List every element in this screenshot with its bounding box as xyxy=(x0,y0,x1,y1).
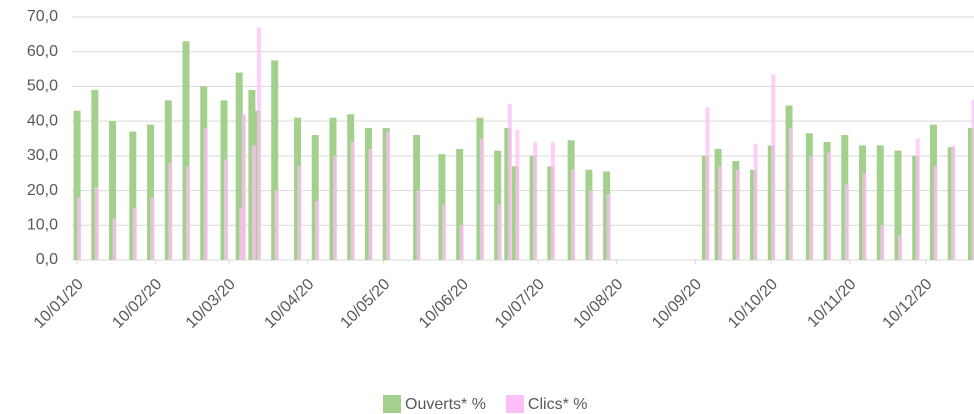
y-tick-label: 50,0 xyxy=(27,78,58,95)
bar xyxy=(515,129,520,260)
bar xyxy=(239,207,244,260)
y-tick-label: 40,0 xyxy=(27,112,58,129)
x-tick-label: 10/05/20 xyxy=(337,276,393,332)
y-tick-label: 60,0 xyxy=(27,43,58,60)
y-tick-label: 30,0 xyxy=(27,147,58,164)
bar xyxy=(459,225,464,260)
bar xyxy=(386,131,391,260)
x-tick-label: 10/08/20 xyxy=(570,276,626,332)
bar xyxy=(897,235,902,260)
bar xyxy=(718,166,723,260)
bar xyxy=(416,190,421,260)
bar xyxy=(441,204,446,260)
bar xyxy=(789,128,794,260)
bar xyxy=(951,145,956,260)
x-tick-label: 10/12/20 xyxy=(880,276,936,332)
bar xyxy=(971,100,974,260)
legend-label: Clics* % xyxy=(528,396,588,413)
bar xyxy=(497,204,502,260)
bar xyxy=(862,173,867,260)
bar xyxy=(168,162,173,260)
x-tick-label: 10/04/20 xyxy=(261,276,317,332)
bar xyxy=(753,143,758,260)
bar xyxy=(91,89,99,261)
bar xyxy=(224,159,229,260)
legend-label: Ouverts* % xyxy=(405,396,486,413)
bar xyxy=(129,131,137,260)
legend-swatch xyxy=(383,395,401,413)
y-tick-label: 70,0 xyxy=(27,8,58,25)
bar xyxy=(606,194,611,260)
bar xyxy=(186,166,191,260)
x-tick-label: 10/02/20 xyxy=(109,276,165,332)
bar xyxy=(894,150,902,260)
bar xyxy=(809,155,814,260)
bar xyxy=(827,152,832,260)
legend-swatch xyxy=(505,395,524,413)
bar xyxy=(588,190,593,260)
x-tick-label: 10/09/20 xyxy=(649,276,705,332)
bar xyxy=(315,200,320,260)
bar xyxy=(311,135,319,260)
bar xyxy=(507,103,512,261)
bar xyxy=(350,141,355,260)
bar xyxy=(94,187,99,260)
x-tick-label: 10/01/20 xyxy=(31,276,87,332)
bar xyxy=(147,124,155,260)
bar xyxy=(368,148,373,260)
x-tick-label: 10/11/20 xyxy=(804,276,859,331)
bar xyxy=(735,169,740,260)
bar xyxy=(967,128,974,260)
bar xyxy=(109,121,117,261)
bar xyxy=(241,114,246,260)
bar xyxy=(533,141,538,260)
bar xyxy=(479,138,484,260)
bar xyxy=(571,169,576,260)
y-tick-label: 20,0 xyxy=(27,182,58,199)
y-tick-label: 10,0 xyxy=(27,217,58,234)
bar xyxy=(182,41,190,260)
x-tick-label: 10/06/20 xyxy=(416,276,472,332)
bar xyxy=(271,60,279,261)
bar xyxy=(915,138,920,260)
bar xyxy=(77,197,82,260)
bar xyxy=(332,155,337,260)
bar xyxy=(256,27,261,260)
bar xyxy=(876,145,884,260)
bar xyxy=(771,74,776,261)
x-tick-label: 10/10/20 xyxy=(725,276,781,332)
bar xyxy=(150,197,155,260)
bar xyxy=(705,107,710,260)
bar xyxy=(203,128,208,260)
bar xyxy=(297,166,302,260)
bar xyxy=(456,148,464,260)
bar xyxy=(73,110,81,260)
bar xyxy=(933,166,938,260)
bar xyxy=(844,183,849,260)
y-tick-label: 0,0 xyxy=(36,251,58,268)
bar xyxy=(880,225,885,260)
bar xyxy=(112,218,117,260)
bar xyxy=(251,145,256,260)
bar xyxy=(274,190,279,260)
bar xyxy=(550,141,555,260)
x-tick-label: 10/07/20 xyxy=(492,276,548,332)
bar xyxy=(132,207,137,260)
x-tick-label: 10/03/20 xyxy=(183,276,239,332)
bars xyxy=(73,27,974,261)
